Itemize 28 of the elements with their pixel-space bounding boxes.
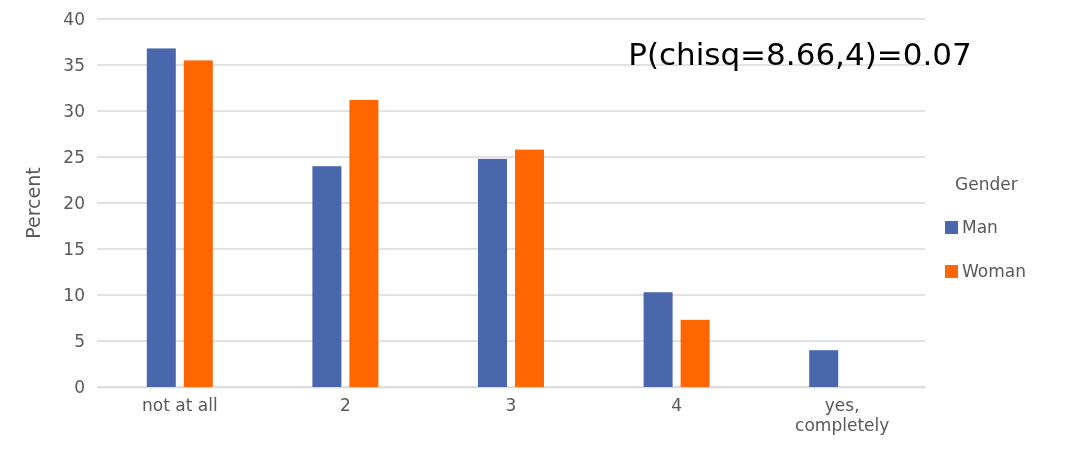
x-tick-label: yes, completely <box>795 395 890 435</box>
x-tick-label: 3 <box>505 395 517 416</box>
y-tick-label: 10 <box>63 284 85 305</box>
y-axis-title: Percent <box>22 167 44 239</box>
bar <box>183 60 213 387</box>
y-tick-label: 0 <box>74 376 85 397</box>
bar <box>349 99 379 387</box>
legend-title: Gender <box>955 174 1018 194</box>
legend-label: Man <box>962 217 998 237</box>
y-tick-label: 30 <box>63 100 85 121</box>
y-tick-label: 25 <box>63 146 85 167</box>
x-tick-label: 2 <box>339 395 351 416</box>
bar <box>312 166 342 387</box>
x-tick-label: not at all <box>142 395 218 416</box>
bar <box>680 319 710 387</box>
annotation: P(chisq=8.66,4)=0.07 <box>628 36 972 72</box>
y-tick-label: 15 <box>63 238 85 259</box>
y-tick-label: 40 <box>63 8 85 29</box>
bar <box>809 350 839 387</box>
y-tick-label: 5 <box>74 330 85 351</box>
y-tick-label: 20 <box>63 192 85 213</box>
bar <box>515 149 544 387</box>
bar <box>478 158 507 387</box>
bar <box>146 48 176 387</box>
bar <box>643 292 673 387</box>
y-tick-label: 35 <box>63 54 85 75</box>
x-tick-label: 4 <box>671 395 683 416</box>
legend-label: Woman <box>962 261 1026 281</box>
